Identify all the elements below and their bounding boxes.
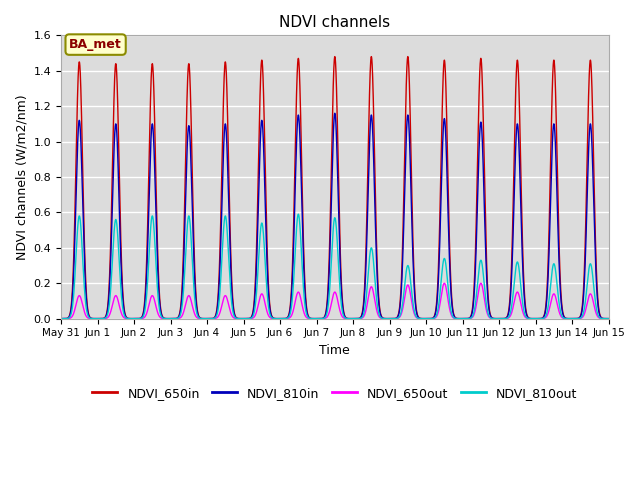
NDVI_650in (463, 316, 471, 322)
NDVI_810in (405, 124, 413, 130)
Line: NDVI_810out: NDVI_810out (61, 214, 609, 319)
NDVI_650out (84, 315, 92, 321)
NDVI_810in (57, 316, 65, 322)
Y-axis label: NDVI channels (W/m2/nm): NDVI channels (W/m2/nm) (15, 94, 28, 260)
NDVI_810in (331, 110, 339, 116)
NDVI_810out (255, 245, 263, 251)
NDVI_810out (57, 316, 65, 322)
NDVI_650out (381, 316, 389, 322)
NDVI_650out (255, 297, 263, 303)
NDVI_810in (255, 168, 263, 174)
Line: NDVI_810in: NDVI_810in (61, 113, 609, 319)
NDVI_650in (255, 123, 263, 129)
NDVI_810out (605, 316, 612, 322)
NDVI_650out (605, 316, 612, 322)
NDVI_650out (57, 316, 65, 322)
NDVI_810out (84, 314, 92, 320)
NDVI_810out (463, 316, 471, 322)
NDVI_810in (381, 316, 389, 322)
NDVI_650in (84, 311, 92, 317)
NDVI_650in (57, 316, 65, 322)
NDVI_810in (492, 316, 500, 322)
NDVI_650in (404, 54, 412, 60)
Text: BA_met: BA_met (69, 38, 122, 51)
X-axis label: Time: Time (319, 344, 350, 357)
NDVI_650out (405, 284, 413, 289)
NDVI_650in (381, 316, 389, 322)
NDVI_650in (492, 316, 500, 322)
Line: NDVI_650out: NDVI_650out (61, 283, 609, 319)
NDVI_810in (84, 312, 92, 318)
NDVI_650out (463, 316, 471, 322)
NDVI_810in (463, 316, 471, 322)
NDVI_810out (492, 316, 500, 322)
NDVI_810out (381, 316, 389, 322)
NDVI_810in (605, 316, 612, 322)
NDVI_650in (605, 316, 612, 322)
Title: NDVI channels: NDVI channels (279, 15, 390, 30)
NDVI_810out (405, 266, 413, 272)
NDVI_650out (440, 280, 448, 286)
NDVI_810out (294, 211, 302, 217)
NDVI_650in (405, 70, 413, 75)
NDVI_650out (492, 316, 500, 322)
Line: NDVI_650in: NDVI_650in (61, 57, 609, 319)
Legend: NDVI_650in, NDVI_810in, NDVI_650out, NDVI_810out: NDVI_650in, NDVI_810in, NDVI_650out, NDV… (87, 382, 582, 405)
